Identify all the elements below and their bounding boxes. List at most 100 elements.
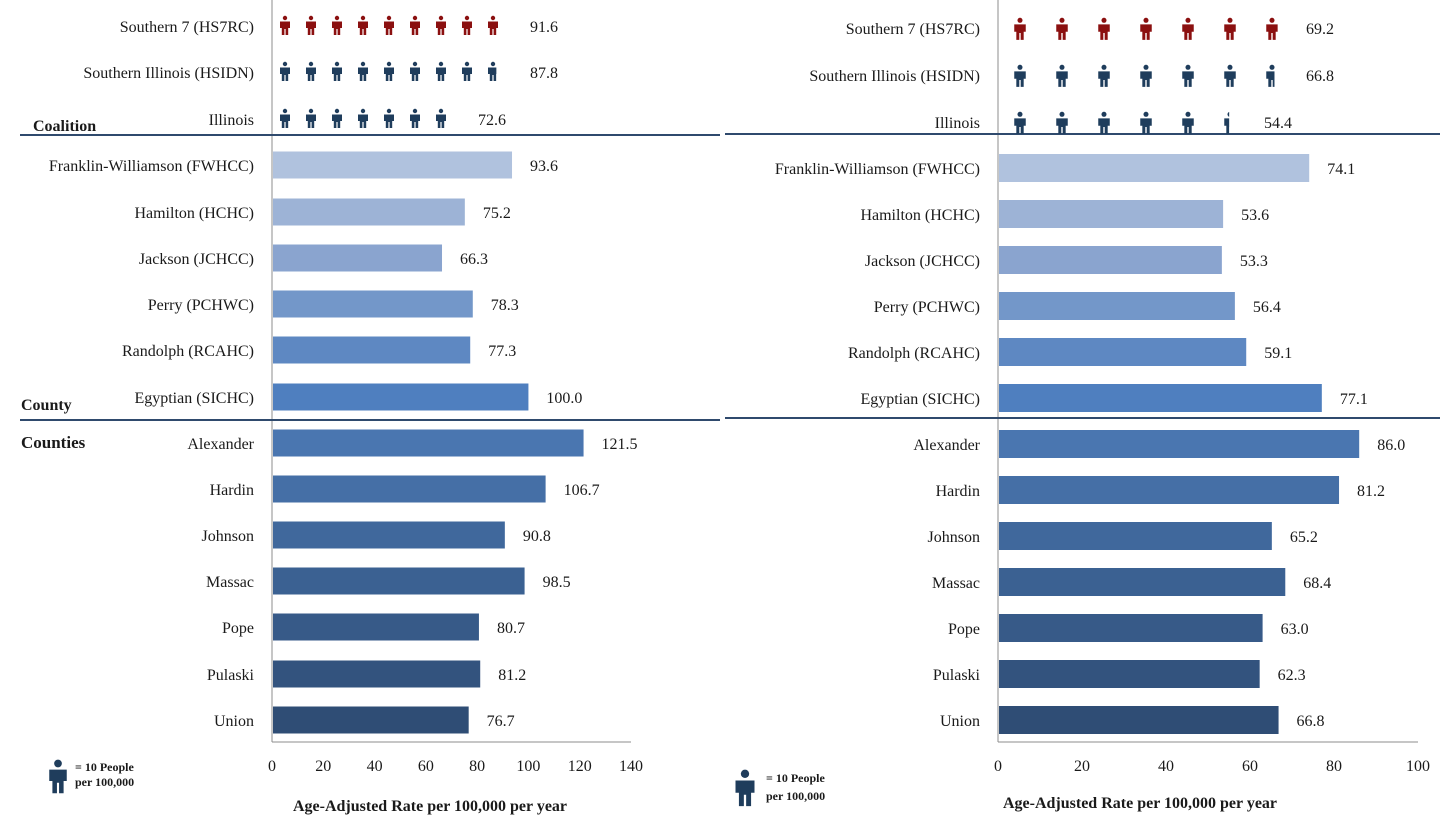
data-label: 87.8 bbox=[530, 65, 558, 82]
partial-person-icon bbox=[1266, 17, 1278, 40]
person-icon bbox=[280, 15, 290, 35]
data-label: 56.4 bbox=[1253, 299, 1281, 316]
person-icon bbox=[1098, 17, 1110, 40]
data-label: 75.2 bbox=[483, 205, 511, 222]
data-label: 53.6 bbox=[1241, 207, 1269, 224]
x-tick-label: 60 bbox=[418, 758, 434, 775]
person-icon bbox=[49, 759, 67, 794]
bar bbox=[273, 151, 513, 179]
category-label: Illinois bbox=[209, 112, 254, 129]
category-label: Southern 7 (HS7RC) bbox=[846, 21, 980, 38]
bar bbox=[273, 660, 481, 688]
data-label: 80.7 bbox=[497, 620, 525, 637]
category-label: Randolph (RCAHC) bbox=[848, 345, 980, 362]
category-label: Pulaski bbox=[207, 667, 255, 684]
x-tick-label: 100 bbox=[516, 758, 540, 775]
category-label: Hardin bbox=[210, 482, 254, 499]
category-label: Hamilton (HCHC) bbox=[860, 207, 980, 224]
bar bbox=[999, 338, 1247, 366]
person-icon bbox=[306, 108, 316, 128]
person-icon bbox=[358, 15, 368, 35]
category-label: Union bbox=[214, 713, 254, 730]
data-label: 66.8 bbox=[1306, 68, 1334, 85]
category-label: Massac bbox=[932, 575, 980, 592]
data-label: 68.4 bbox=[1303, 575, 1331, 592]
person-icon bbox=[1182, 17, 1194, 40]
data-label: 54.4 bbox=[1264, 115, 1292, 132]
x-tick-label: 40 bbox=[367, 758, 383, 775]
person-icon bbox=[49, 759, 67, 794]
person-icon bbox=[410, 108, 420, 128]
x-tick-label: 120 bbox=[568, 758, 592, 775]
data-label: 90.8 bbox=[523, 528, 551, 545]
category-label: Johnson bbox=[928, 529, 980, 546]
category-label: Alexander bbox=[913, 437, 980, 454]
person-icon bbox=[1056, 111, 1068, 134]
data-label: 78.3 bbox=[491, 297, 519, 314]
bar bbox=[273, 244, 443, 272]
bar bbox=[273, 706, 469, 734]
data-label: 74.1 bbox=[1327, 161, 1355, 178]
data-label: 63.0 bbox=[1281, 621, 1309, 638]
x-tick-label: 20 bbox=[315, 758, 331, 775]
category-label: Hamilton (HCHC) bbox=[134, 205, 254, 222]
person-icon bbox=[1098, 111, 1110, 134]
bar bbox=[273, 429, 584, 457]
data-label: 77.1 bbox=[1340, 391, 1368, 408]
data-label: 66.3 bbox=[460, 251, 488, 268]
data-label: 91.6 bbox=[530, 19, 558, 36]
data-label: 81.2 bbox=[498, 667, 526, 684]
category-label: Franklin-Williamson (FWHCC) bbox=[775, 161, 980, 178]
bar bbox=[999, 154, 1310, 182]
data-label: 106.7 bbox=[564, 482, 600, 499]
bar bbox=[999, 200, 1224, 228]
category-label: Pulaski bbox=[933, 667, 981, 684]
category-label: Massac bbox=[206, 574, 254, 591]
bar bbox=[999, 568, 1286, 596]
bar bbox=[273, 567, 525, 595]
category-label: Johnson bbox=[202, 528, 254, 545]
category-label: Southern Illinois (HSIDN) bbox=[809, 68, 980, 85]
data-label: 77.3 bbox=[488, 343, 516, 360]
bar bbox=[999, 614, 1263, 642]
section-label-county: County bbox=[21, 397, 72, 414]
person-icon bbox=[332, 15, 342, 35]
bar bbox=[273, 613, 479, 641]
person-icon bbox=[1014, 64, 1026, 87]
person-icon bbox=[1014, 111, 1026, 134]
data-label: 86.0 bbox=[1377, 437, 1405, 454]
data-label: 72.6 bbox=[478, 112, 506, 129]
bar bbox=[273, 521, 505, 549]
person-icon bbox=[280, 61, 290, 81]
section-label-coalition: Coalition bbox=[33, 118, 96, 135]
bar bbox=[999, 476, 1340, 504]
person-icon bbox=[1224, 64, 1236, 87]
person-icon bbox=[306, 15, 316, 35]
x-tick-label: 80 bbox=[1326, 758, 1342, 775]
person-icon bbox=[332, 108, 342, 128]
category-label: Randolph (RCAHC) bbox=[122, 343, 254, 360]
partial-person-icon bbox=[1266, 64, 1275, 87]
bar bbox=[999, 660, 1260, 688]
x-tick-label: 140 bbox=[619, 758, 643, 775]
category-label: Jackson (JCHCC) bbox=[865, 253, 980, 270]
data-label: 66.8 bbox=[1297, 713, 1325, 730]
category-label: Hardin bbox=[936, 483, 980, 500]
data-label: 93.6 bbox=[530, 158, 558, 175]
person-icon bbox=[332, 61, 342, 81]
section-label-counties: Counties bbox=[21, 433, 86, 452]
person-icon bbox=[436, 15, 446, 35]
data-label: 76.7 bbox=[487, 713, 515, 730]
person-icon bbox=[1098, 64, 1110, 87]
person-icon bbox=[462, 15, 472, 35]
person-icon bbox=[1140, 17, 1152, 40]
bar bbox=[999, 430, 1360, 458]
data-label: 62.3 bbox=[1278, 667, 1306, 684]
legend-label-line1: = 10 People bbox=[766, 771, 826, 785]
right-chart-panel: 0 20 40 60 80 100 Age-Adjusted Rate per 100,00… bbox=[725, 0, 1440, 812]
person-icon bbox=[358, 108, 368, 128]
category-label: Southern Illinois (HSIDN) bbox=[83, 65, 254, 82]
legend-label-line2: per 100,000 bbox=[75, 775, 134, 789]
bar bbox=[273, 198, 465, 226]
